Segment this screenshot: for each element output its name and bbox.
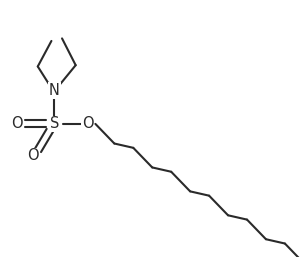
- Text: O: O: [82, 116, 94, 131]
- Text: N: N: [49, 83, 60, 98]
- Text: O: O: [28, 148, 39, 163]
- Text: S: S: [50, 116, 59, 131]
- Text: O: O: [11, 116, 23, 131]
